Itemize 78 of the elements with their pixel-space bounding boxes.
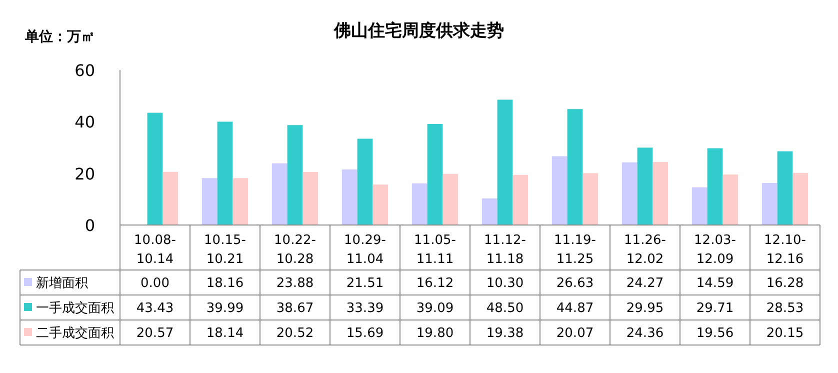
bar xyxy=(652,162,668,225)
data-label: 38.67 xyxy=(276,301,314,316)
bar xyxy=(357,138,373,225)
bar xyxy=(272,163,288,225)
data-label: 33.39 xyxy=(346,301,384,316)
bar xyxy=(552,156,568,225)
bar xyxy=(412,183,428,225)
x-tick-label: 12.03-12.09 xyxy=(694,233,736,267)
legend-label: 一手成交面积 xyxy=(36,300,114,316)
bar xyxy=(372,184,388,225)
chart-title: 佛山住宅周度供求走势 xyxy=(333,21,504,41)
data-label: 18.14 xyxy=(206,326,244,341)
data-label: 26.63 xyxy=(556,276,594,291)
bar xyxy=(162,172,178,225)
x-tick-label: 10.22-10.28 xyxy=(274,233,316,267)
bar xyxy=(582,173,598,225)
bar xyxy=(287,125,303,225)
x-tick-label: 10.08-10.14 xyxy=(134,233,176,267)
bar xyxy=(722,174,738,225)
y-tick-label: 0 xyxy=(84,216,95,235)
bar xyxy=(497,100,513,225)
bar xyxy=(147,112,163,225)
x-tick-label: 10.29-11.04 xyxy=(344,233,386,267)
bar xyxy=(442,174,458,225)
x-tick-label: 11.19-11.25 xyxy=(554,233,596,267)
data-label: 20.15 xyxy=(766,326,804,341)
x-tick-label: 12.10-12.16 xyxy=(764,233,806,267)
bar xyxy=(342,169,358,225)
data-label: 44.87 xyxy=(556,301,594,316)
data-label: 15.69 xyxy=(346,326,384,341)
data-label: 43.43 xyxy=(136,301,174,316)
bar xyxy=(232,178,248,225)
bar xyxy=(482,198,498,225)
data-label: 18.16 xyxy=(206,276,244,291)
text: 单位：万㎡ xyxy=(24,29,95,45)
data-label: 24.36 xyxy=(626,326,664,341)
x-tick-label: 11.12-11.18 xyxy=(484,233,526,267)
data-label: 20.57 xyxy=(136,326,174,341)
data-label: 10.30 xyxy=(486,276,524,291)
x-tick-label: 10.15-10.21 xyxy=(204,233,246,267)
bar xyxy=(202,178,218,225)
bar xyxy=(777,151,793,225)
legend-label: 新增面积 xyxy=(36,276,88,291)
bar xyxy=(792,172,808,225)
data-label: 19.80 xyxy=(416,326,454,341)
data-label: 16.12 xyxy=(416,276,454,291)
bar xyxy=(427,124,443,225)
x-tick-label: 11.05-11.11 xyxy=(414,233,456,267)
bar xyxy=(622,162,638,225)
bar xyxy=(512,174,528,225)
y-tick-label: 40 xyxy=(74,112,95,132)
legend-label: 二手成交面积 xyxy=(36,325,114,341)
data-label: 28.53 xyxy=(766,301,804,316)
x-tick-label: 11.26-12.02 xyxy=(624,233,666,267)
bar xyxy=(217,122,233,225)
data-label: 29.95 xyxy=(626,301,664,316)
bar xyxy=(637,148,653,225)
data-label: 19.56 xyxy=(696,326,734,341)
data-label: 20.07 xyxy=(556,326,594,341)
data-label: 29.71 xyxy=(696,301,734,316)
data-label: 39.99 xyxy=(206,301,244,316)
data-label: 21.51 xyxy=(346,276,384,291)
y-tick-label: 60 xyxy=(74,61,95,80)
data-label: 24.27 xyxy=(626,276,664,291)
data-label: 14.59 xyxy=(696,276,734,291)
data-label: 0.00 xyxy=(140,276,170,291)
bar xyxy=(762,182,778,225)
bar xyxy=(692,187,708,225)
data-label: 16.28 xyxy=(766,276,804,291)
bar xyxy=(567,109,583,225)
data-label: 20.52 xyxy=(276,326,314,341)
bar xyxy=(707,148,723,225)
data-label: 48.50 xyxy=(486,301,524,316)
data-label: 19.38 xyxy=(486,326,524,341)
data-label: 23.88 xyxy=(276,276,314,291)
bar xyxy=(302,172,318,225)
data-label: 39.09 xyxy=(416,301,454,316)
y-tick-label: 20 xyxy=(74,164,95,184)
